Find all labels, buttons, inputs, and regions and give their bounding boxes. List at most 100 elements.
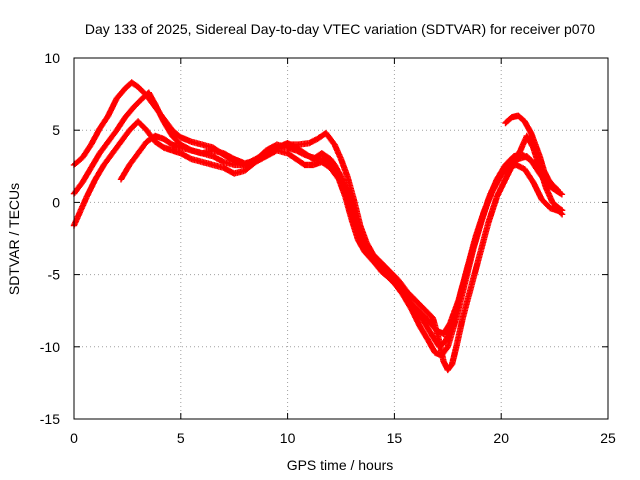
data-point-segment xyxy=(374,262,388,277)
data-point-segment xyxy=(122,105,137,121)
data-point-segment xyxy=(395,277,410,294)
grid-lines xyxy=(74,58,608,419)
data-point-segment xyxy=(429,314,442,343)
data-point-segment xyxy=(113,115,128,134)
data-point-segment xyxy=(493,177,508,200)
data-point-segment xyxy=(169,127,183,140)
data-point-segment xyxy=(130,96,145,111)
data-point-segment xyxy=(96,113,111,132)
data-point-segment xyxy=(77,194,90,215)
data-point-segment xyxy=(515,112,527,124)
data-point-segment xyxy=(209,153,226,165)
data-point-segment xyxy=(327,158,339,172)
data-point-segment xyxy=(502,154,517,169)
data-point-segment xyxy=(152,101,167,124)
data-point-segment xyxy=(470,218,485,252)
y-axis-label: SDTVAR / TECUs xyxy=(6,183,22,295)
data-point-segment xyxy=(134,139,149,157)
data-point-segment xyxy=(412,307,427,325)
data-point-segment xyxy=(536,153,547,173)
data-point-segment xyxy=(117,163,132,183)
series-track-e xyxy=(502,112,561,194)
data-point-segment xyxy=(113,86,128,102)
data-point-segment xyxy=(408,306,423,329)
plot-frame xyxy=(73,57,609,420)
data-point-segment xyxy=(521,166,536,185)
data-point-segment xyxy=(87,151,103,171)
data-point-segment xyxy=(542,184,555,205)
data-point-segment xyxy=(485,194,500,226)
x-tick-label: 20 xyxy=(493,430,509,446)
data-point-segment xyxy=(382,271,397,286)
data-point-segment xyxy=(495,165,510,180)
data-point-segment xyxy=(79,165,94,186)
data-point-segment xyxy=(152,138,166,150)
x-tick-label: 0 xyxy=(70,430,78,446)
data-point-segment xyxy=(444,362,455,374)
data-point-segment xyxy=(399,291,414,312)
data-point-segment xyxy=(468,252,483,290)
data-point-segment xyxy=(416,308,431,323)
data-point-segment xyxy=(96,139,111,157)
x-tick-label: 25 xyxy=(600,430,616,446)
data-point-segment xyxy=(545,176,555,188)
data-point-segment xyxy=(459,284,475,322)
data-point-segment xyxy=(502,115,514,127)
data-point-segment xyxy=(519,151,534,163)
data-point-segment xyxy=(549,181,561,194)
data-point-segment xyxy=(327,164,342,182)
data-point-segment xyxy=(169,132,183,147)
data-point-segment xyxy=(322,129,337,147)
data-point-segment xyxy=(367,255,380,269)
data-point-segment xyxy=(391,280,406,297)
x-tick-label: 15 xyxy=(387,430,403,446)
y-tick-label: -15 xyxy=(40,411,60,427)
data-point-segment xyxy=(487,174,502,197)
data-point-segment xyxy=(160,118,175,138)
data-point-segment xyxy=(134,118,149,133)
x-tick-label: 10 xyxy=(280,430,296,446)
data-point-segment xyxy=(404,288,418,303)
data-point-segment xyxy=(555,205,566,214)
data-point-segment xyxy=(292,155,307,168)
data-point-segment xyxy=(92,163,107,183)
data-point-segment xyxy=(421,319,436,339)
data-point-segment xyxy=(105,128,119,145)
data-point-segment xyxy=(369,251,384,266)
data-point-segment xyxy=(416,323,431,343)
data-point-segment xyxy=(530,179,545,202)
data-point-segment xyxy=(502,160,517,183)
data-point-segment xyxy=(348,216,361,242)
data-point-segment xyxy=(448,345,460,368)
data-point-segment xyxy=(284,150,299,162)
data-point-segment xyxy=(378,259,393,274)
data-point-segment xyxy=(160,135,175,147)
data-point-segment xyxy=(318,158,333,171)
series-track-a xyxy=(70,79,563,337)
data-point-segment xyxy=(444,316,460,350)
data-point-segment xyxy=(79,142,94,161)
x-tick-label: 5 xyxy=(177,430,185,446)
data-series xyxy=(70,79,566,374)
y-tick-label: 5 xyxy=(52,122,60,138)
data-point-segment xyxy=(476,220,492,258)
data-point-segment xyxy=(177,150,194,162)
data-point-segment xyxy=(361,248,374,261)
data-point-segment xyxy=(549,199,561,211)
y-tick-label: 0 xyxy=(52,194,60,210)
y-tick-label: -10 xyxy=(40,339,60,355)
data-point-segment xyxy=(126,151,141,169)
data-point-segment xyxy=(337,155,351,179)
data-point-segment xyxy=(461,246,477,287)
data-point-segment xyxy=(342,193,355,222)
data-point-segment xyxy=(87,126,103,148)
data-point-segment xyxy=(412,297,427,312)
axis-ticks: 0 5 10 15 20 25 10 5 0 -5 -10 -15 xyxy=(40,50,616,446)
data-point-segment xyxy=(100,151,115,169)
data-point-segment xyxy=(117,128,132,145)
data-point-segment xyxy=(478,192,494,223)
series-track-d xyxy=(117,129,566,374)
data-point-segment xyxy=(305,136,320,147)
data-point-segment xyxy=(453,281,468,322)
